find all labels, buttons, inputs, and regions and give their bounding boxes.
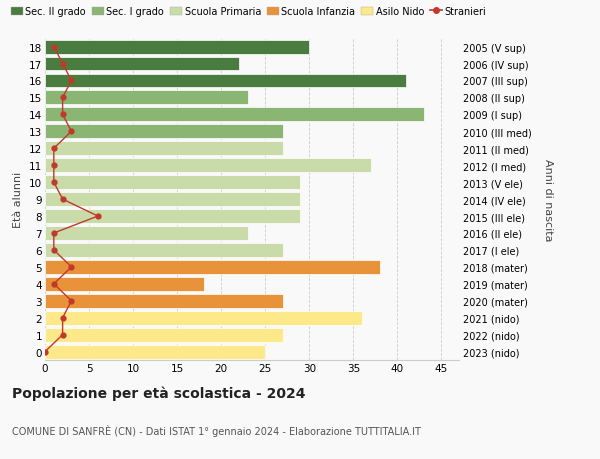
Y-axis label: Età alunni: Età alunni xyxy=(13,172,23,228)
Bar xyxy=(45,210,301,224)
Bar xyxy=(45,227,248,241)
Bar xyxy=(45,328,283,342)
Bar xyxy=(45,159,371,173)
Bar xyxy=(45,260,380,274)
Bar xyxy=(45,193,301,207)
Text: COMUNE DI SANFRÈ (CN) - Dati ISTAT 1° gennaio 2024 - Elaborazione TUTTITALIA.IT: COMUNE DI SANFRÈ (CN) - Dati ISTAT 1° ge… xyxy=(12,424,421,436)
Bar xyxy=(45,294,283,308)
Bar xyxy=(45,345,265,359)
Bar xyxy=(45,277,203,291)
Legend: Sec. II grado, Sec. I grado, Scuola Primaria, Scuola Infanzia, Asilo Nido, Stran: Sec. II grado, Sec. I grado, Scuola Prim… xyxy=(11,7,487,17)
Text: Popolazione per età scolastica - 2024: Popolazione per età scolastica - 2024 xyxy=(12,386,305,400)
Bar xyxy=(45,142,283,156)
Bar xyxy=(45,108,424,122)
Bar xyxy=(45,74,406,88)
Bar xyxy=(45,91,248,105)
Bar xyxy=(45,40,309,55)
Bar xyxy=(45,125,283,139)
Bar xyxy=(45,311,362,325)
Bar xyxy=(45,243,283,257)
Bar xyxy=(45,176,301,190)
Y-axis label: Anni di nascita: Anni di nascita xyxy=(543,158,553,241)
Bar xyxy=(45,57,239,71)
